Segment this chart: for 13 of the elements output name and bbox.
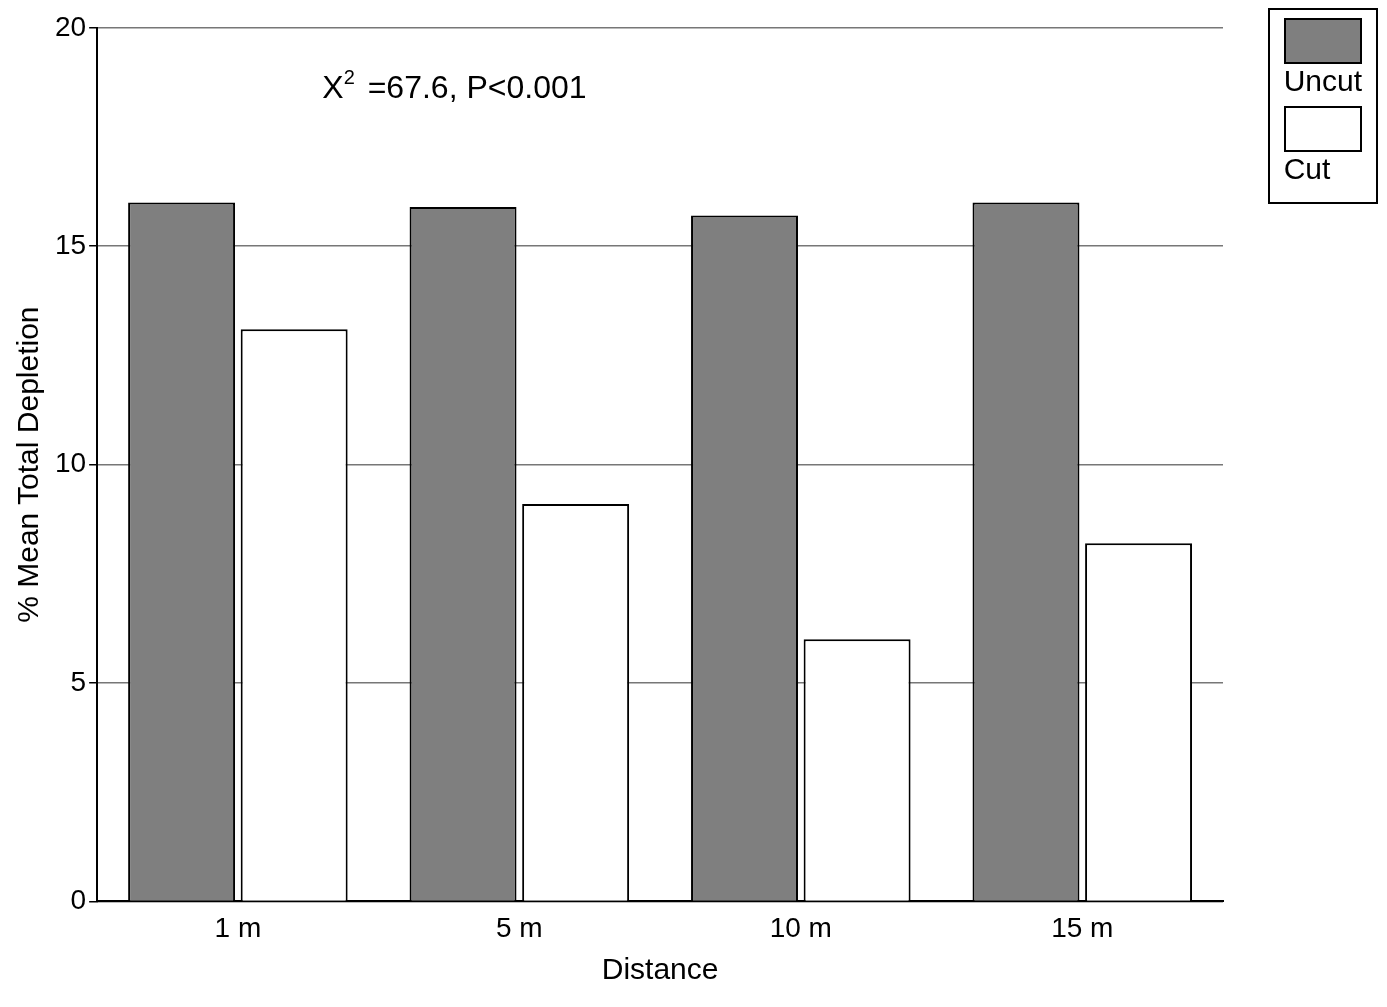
y-tick-label: 10 bbox=[54, 447, 87, 479]
y-tick-label: 0 bbox=[70, 884, 87, 916]
legend-label: Uncut bbox=[1283, 64, 1362, 98]
x-tick-label: 10 m bbox=[769, 911, 832, 943]
y-tick-label: 5 bbox=[70, 665, 87, 697]
y-axis-title: % Mean Total Depletion bbox=[11, 306, 45, 623]
y-tick-label: 15 bbox=[54, 228, 87, 260]
x-axis-title: Distance bbox=[601, 952, 719, 986]
x-tick-label: 15 m bbox=[1051, 911, 1114, 943]
x-tick-label: 1 m bbox=[214, 911, 262, 943]
y-tick-label: 20 bbox=[54, 10, 87, 42]
x-tick-label: 5 m bbox=[496, 911, 543, 943]
text: Cut bbox=[1283, 152, 1332, 186]
